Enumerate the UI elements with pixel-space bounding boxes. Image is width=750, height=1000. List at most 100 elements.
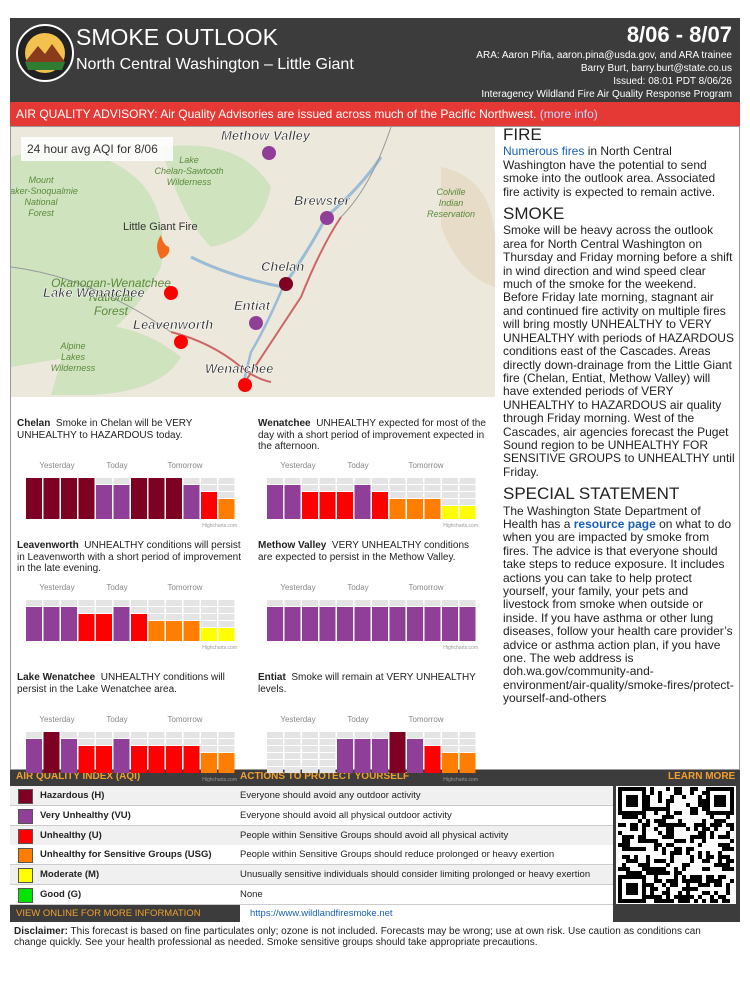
level-bar: [459, 607, 476, 641]
qr-cell: [634, 815, 638, 819]
grid-cell: [442, 739, 458, 745]
map-caption: 24 hour avg AQI for 8/06: [27, 142, 158, 156]
qr-cell: [682, 879, 686, 883]
level-bar: [113, 739, 130, 773]
level-bar: [96, 614, 112, 641]
forecast-chart: Yesterday Today Tomorrow Highcharts.com: [267, 715, 478, 783]
level-bar: [372, 739, 388, 773]
grid-cell: [302, 746, 318, 752]
qr-cell: [642, 863, 646, 867]
qr-cell: [718, 851, 722, 855]
grid-cell: [319, 767, 336, 773]
grid-cell: [284, 739, 301, 745]
level-bar: [78, 614, 95, 641]
area-word: Indian: [439, 198, 464, 208]
qr-cell: [658, 823, 662, 827]
qr-cell: [722, 835, 726, 839]
chart-credit: Highcharts.com: [443, 777, 478, 783]
qr-cell: [658, 871, 662, 875]
qr-cell: [686, 879, 690, 883]
qr-cell: [678, 819, 682, 823]
grid-cell: [183, 607, 200, 613]
qr-cell: [666, 863, 670, 867]
forecast-name: Entiat: [258, 672, 286, 683]
grid-cell: [459, 739, 476, 745]
level-bar: [183, 621, 200, 641]
qr-cell: [710, 855, 714, 859]
level-bar: [61, 478, 77, 519]
qr-cell: [730, 827, 734, 831]
qr-cell: [654, 859, 658, 863]
grid-cell: [218, 614, 235, 620]
qr-cell: [666, 879, 670, 883]
text-column: FIRE Numerous fires in North Central Was…: [503, 126, 735, 714]
period-label: Yesterday: [39, 715, 74, 724]
site-marker: [164, 286, 178, 300]
area-word: Wilderness: [167, 177, 212, 187]
more-info-link[interactable]: (more info): [539, 107, 598, 121]
qr-cell: [646, 823, 650, 827]
grid-cell: [284, 600, 301, 606]
qr-cell: [714, 827, 718, 831]
qr-cell: [658, 807, 662, 811]
forecast-chart: Yesterday Today Tomorrow Highcharts.com: [267, 461, 478, 529]
qr-cell: [630, 871, 634, 875]
qr-cell: [678, 811, 682, 815]
chart-credit: Highcharts.com: [202, 523, 237, 529]
qr-cell: [634, 827, 638, 831]
heading: SPECIAL STATEMENT: [503, 484, 680, 504]
forecast-text: Leavenworth UNHEALTHY conditions will pe…: [17, 540, 245, 575]
qr-finder: [618, 787, 646, 815]
qr-cell: [686, 827, 690, 831]
resource-link[interactable]: resource page: [573, 516, 656, 531]
grid-cell: [96, 600, 112, 606]
qr-cell: [666, 823, 670, 827]
grid-cell: [218, 746, 235, 752]
qr-cell: [678, 899, 682, 903]
qr-cell: [638, 847, 642, 851]
qr-cell: [718, 895, 722, 899]
qr-cell: [642, 847, 646, 851]
qr-cell: [638, 863, 642, 867]
qr-cell: [706, 827, 710, 831]
subtitle: North Central Washington – Little Giant: [76, 56, 354, 73]
grid-cell: [218, 739, 235, 745]
qr-cell: [710, 875, 714, 879]
qr-cell: [694, 875, 698, 879]
qr-cell: [654, 819, 658, 823]
qr-finder: [626, 883, 638, 895]
level-bar: [201, 492, 217, 519]
qr-cell: [654, 887, 658, 891]
qr-cell: [690, 859, 694, 863]
qr-cell: [730, 859, 734, 863]
qr-cell: [634, 871, 638, 875]
level-bar: [459, 753, 476, 773]
qr-cell: [670, 843, 674, 847]
qr-cell: [702, 827, 706, 831]
area-word: Baker-Snoqualmie: [11, 186, 78, 196]
qr-cell: [694, 835, 698, 839]
fires-link[interactable]: Numerous fires: [503, 144, 585, 159]
url-link[interactable]: https://www.wildlandfiresmoke.net: [250, 908, 393, 919]
level-bar: [131, 478, 147, 519]
grid-cell: [183, 614, 200, 620]
site-label: Wenatchee: [205, 361, 273, 376]
qr-cell: [666, 811, 670, 815]
level-bar: [267, 485, 283, 519]
qr-cell: [630, 835, 634, 839]
qr-cell: [686, 887, 690, 891]
qr-cell: [702, 891, 706, 895]
swatch: [18, 808, 33, 824]
forecast-chart: Yesterday Today Tomorrow Highcharts.com: [26, 461, 237, 529]
site-marker: [279, 277, 293, 291]
qr-cell: [670, 855, 674, 859]
qr-cell: [622, 855, 626, 859]
grid-cell: [284, 753, 301, 759]
qr-cell: [730, 867, 734, 871]
qr-cell: [674, 875, 678, 879]
level-bar: [424, 607, 441, 641]
grid-cell: [166, 607, 182, 613]
qr-cell: [698, 895, 702, 899]
paragraph-text: The Washington State Department of Healt…: [503, 503, 701, 531]
header: SMOKE OUTLOOK North Central Washington –…: [10, 18, 740, 102]
